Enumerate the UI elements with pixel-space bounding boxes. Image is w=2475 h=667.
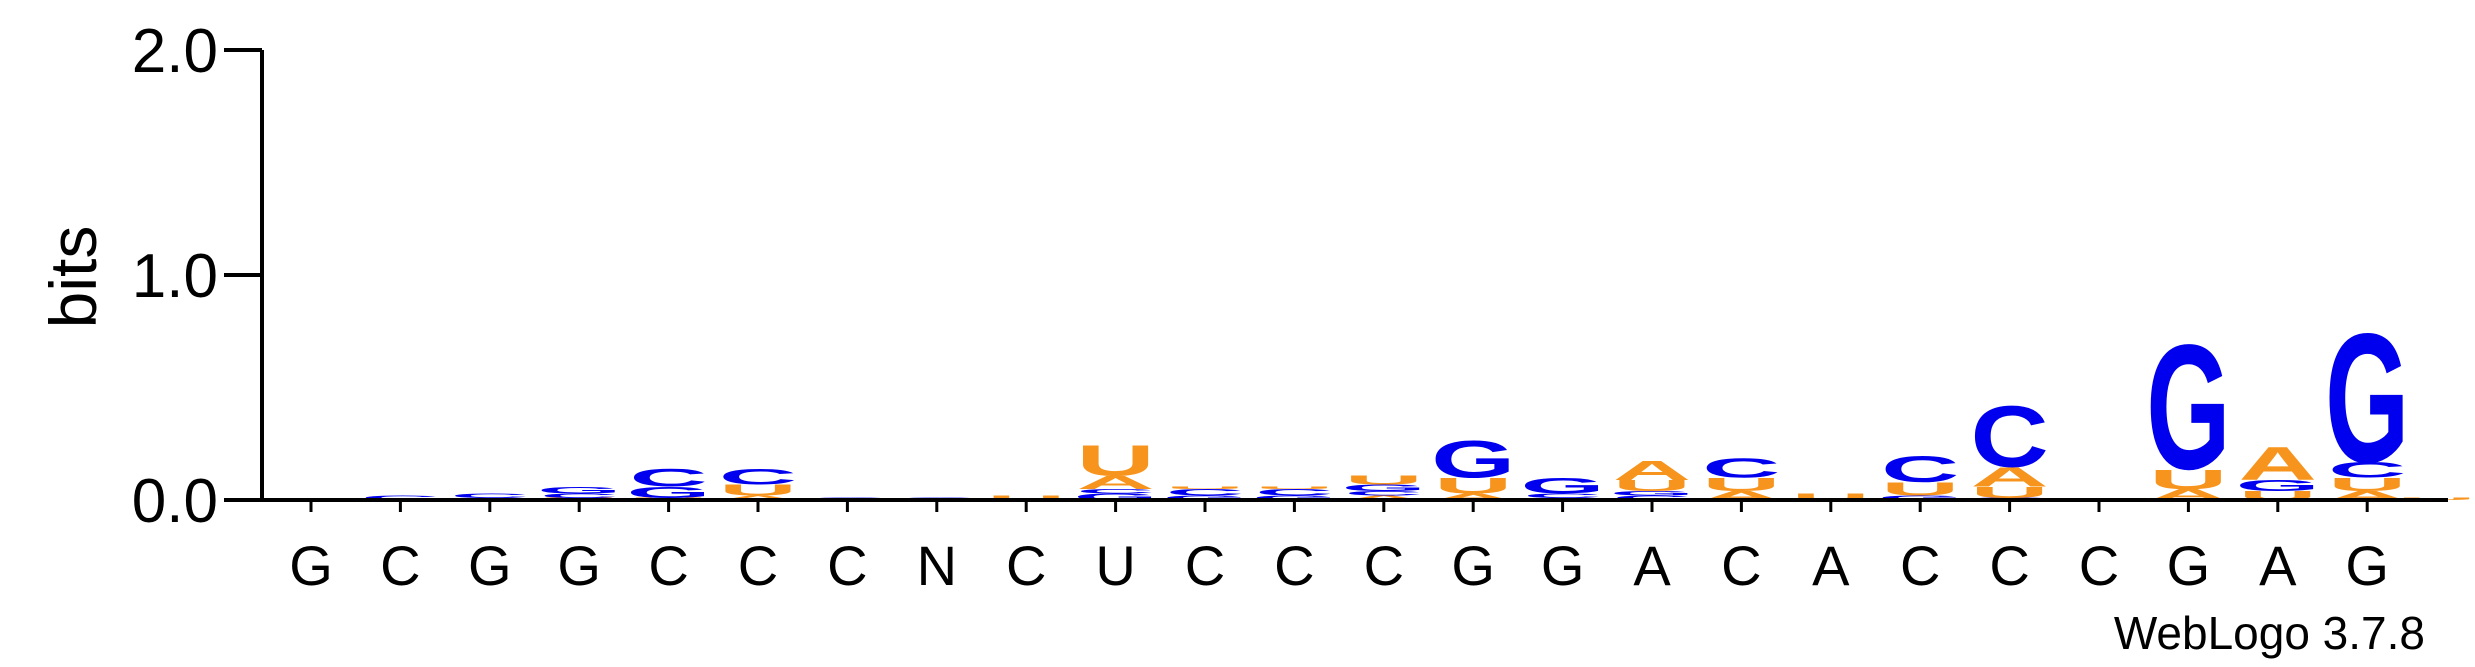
logo-letter-U: U xyxy=(2149,463,2227,495)
x-tick-label: C xyxy=(1989,534,2029,597)
logo-letter-C: C xyxy=(540,492,618,499)
logo-letter-G: G xyxy=(2236,477,2320,494)
x-tick-label: N xyxy=(917,534,957,597)
x-tick-label: C xyxy=(1364,534,1404,597)
x-tick-label: C xyxy=(1274,534,1314,597)
x-tick-label: A xyxy=(2259,534,2297,597)
x-tick-label: C xyxy=(1185,534,1225,597)
logo-letter-U: U xyxy=(1970,484,2048,501)
logo-letter-G: G xyxy=(1878,494,1962,501)
logo-letter-U: U xyxy=(1434,473,1512,498)
logo-letter-C: C xyxy=(629,464,707,492)
x-tick-label: C xyxy=(738,534,778,597)
logo-letter-C: C xyxy=(1613,494,1691,501)
x-tick-label: U xyxy=(1095,534,1135,597)
y-tick-label: 0.0 xyxy=(132,467,218,536)
logo-letter-C: C xyxy=(1702,452,1780,484)
logo-letter-U: U xyxy=(1792,492,1870,502)
logo-letter-U: U xyxy=(1166,486,1244,489)
logo-letter-C: C xyxy=(451,492,529,499)
x-tick-label: C xyxy=(648,534,688,597)
x-tick-label: C xyxy=(1006,534,1046,597)
x-tick-label: C xyxy=(827,534,867,597)
logo-letter-U: U xyxy=(2328,474,2406,495)
weblogo-footer: WebLogo 3.7.8 xyxy=(2114,607,2425,659)
logo-letter-G: G xyxy=(1163,494,1247,501)
logo-letter-U: U xyxy=(1345,473,1423,487)
letter-stacks: CACUCGUGCAUCCCUGCAUGCUGCUACGUAUGACGCGUAA… xyxy=(361,296,2475,507)
y-tick-label: 2.0 xyxy=(132,17,218,86)
logo-letter-A: A xyxy=(2239,437,2317,490)
logo-letter-U: U xyxy=(987,494,1065,501)
x-tick-label: C xyxy=(1900,534,1940,597)
logo-letter-A: A xyxy=(1434,492,1512,502)
logo-letter-U: U xyxy=(1076,436,1154,485)
logo-letter-C: C xyxy=(719,464,797,489)
x-tick-label: C xyxy=(380,534,420,597)
logo-letter-G: G xyxy=(1520,473,1604,498)
logo-letter-C: C xyxy=(1345,490,1423,497)
x-tick-label: A xyxy=(1812,534,1850,597)
logo-letter-U: U xyxy=(1613,477,1691,494)
logo-letter-C: C xyxy=(1166,487,1244,497)
logo-letter-U: U xyxy=(719,482,797,499)
logo-letter-U: U xyxy=(1702,474,1780,495)
logo-letter-U: U xyxy=(1255,486,1333,489)
x-tick-label: G xyxy=(2345,534,2389,597)
logo-letter-G: G xyxy=(2325,296,2409,502)
y-tick-label: 1.0 xyxy=(132,242,218,311)
logo-letter-C: C xyxy=(1076,488,1154,495)
logo-letter-G: G xyxy=(2146,309,2230,507)
logo-letter-G: G xyxy=(626,484,710,501)
logo-letter-G: G xyxy=(1073,492,1157,502)
logo-letter-A: A xyxy=(1613,454,1691,486)
x-tick-label: C xyxy=(2079,534,2119,597)
x-tick-label: C xyxy=(1721,534,1761,597)
logo-letter-G: G xyxy=(1342,483,1426,493)
logo-letter-C: C xyxy=(361,494,439,501)
logo-letter-C: C xyxy=(2328,458,2406,483)
logo-letter-C: C xyxy=(1255,487,1333,497)
x-tick-label: G xyxy=(2167,534,2211,597)
logo-letter-A: A xyxy=(1345,494,1423,501)
x-tick-label: G xyxy=(1541,534,1585,597)
x-tick-label: G xyxy=(557,534,601,597)
y-axis-label: bits xyxy=(36,226,110,329)
logo-letter-G: G xyxy=(1431,430,1515,489)
logo-letter-G: G xyxy=(537,485,621,495)
logo-letter-A: A xyxy=(1076,472,1154,493)
logo-letter-A: A xyxy=(719,494,797,501)
logo-letter-U: U xyxy=(1881,479,1959,500)
logo-letter-C: C xyxy=(1523,492,1601,499)
x-tick-label: A xyxy=(1633,534,1671,597)
logo-letter-A: A xyxy=(1970,461,2048,493)
logo-letter-G: G xyxy=(1252,494,1336,501)
logo-letter-C: C xyxy=(1970,387,2048,485)
x-tick-label: G xyxy=(1451,534,1495,597)
x-tick-label: G xyxy=(289,534,333,597)
y-axis-ticks: 0.0 1.0 2.0 xyxy=(132,17,262,536)
logo-letter-C: C xyxy=(1881,449,1959,491)
logo-letter-G: G xyxy=(1610,490,1694,497)
x-tick-label: G xyxy=(468,534,512,597)
